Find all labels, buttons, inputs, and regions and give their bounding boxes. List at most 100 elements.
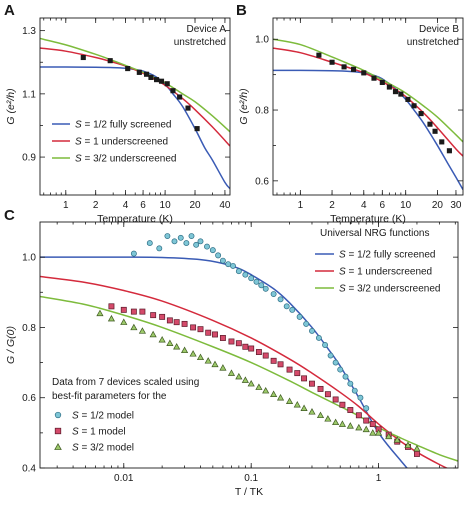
- C-markers-title-1: Data from 7 devices scaled using: [52, 377, 199, 388]
- C-series-3-point: [215, 252, 222, 259]
- B-series-3-point: [405, 96, 411, 102]
- C-y-tick-label: 0.4: [22, 464, 36, 475]
- C-series-3-point: [235, 268, 242, 275]
- C-series-4-point: [108, 303, 115, 310]
- C-series-3-point: [303, 320, 310, 327]
- B-x-tick-label: 10: [400, 200, 412, 211]
- B-plot-area: [273, 38, 463, 191]
- A-x-tick-label: 40: [219, 200, 231, 211]
- C-series-3-point: [130, 250, 137, 257]
- C-legend-label-1: S = 1 underscreened: [339, 267, 432, 278]
- C-series-3-point: [332, 359, 339, 366]
- C-series-3-point: [219, 257, 226, 264]
- A-series-2-line: [40, 37, 230, 133]
- A-y-axis-label: G (e²/h): [5, 88, 17, 124]
- A-series-3-point: [125, 66, 131, 72]
- C-series-5-point: [332, 418, 340, 426]
- C-series-4-point: [228, 338, 235, 345]
- C-series-3-point: [337, 366, 344, 373]
- C-series-5-point: [235, 372, 243, 380]
- A-annotation-state: unstretched: [174, 37, 226, 48]
- B-series-3-point: [329, 59, 335, 65]
- C-series-3-point: [296, 313, 303, 320]
- C-series-4-point: [242, 343, 249, 350]
- C-series-3-point: [230, 262, 236, 269]
- C-series-5-point: [130, 323, 138, 331]
- C-series-5-point: [369, 429, 377, 436]
- C-series-3-point: [204, 243, 210, 250]
- C-x-tick-label: 1: [376, 473, 382, 484]
- C-series-5-point: [219, 364, 227, 371]
- C-x-tick-label: 0.01: [114, 473, 134, 484]
- C-series-5-point: [324, 415, 332, 422]
- C-series-5-point: [308, 408, 316, 415]
- A-legend-text-2: = 3/2 underscreened: [82, 154, 177, 165]
- C-series-4-point: [355, 412, 362, 419]
- A-x-tick-label: 20: [189, 200, 201, 211]
- B-series-3-point: [418, 111, 424, 117]
- C-series-5-point: [285, 397, 294, 404]
- C-y-tick-label: 0.6: [22, 393, 36, 404]
- C-legend-symbol-0: S: [339, 250, 346, 261]
- B-y-tick-label: 1.0: [255, 35, 269, 46]
- C-series-5-point: [173, 343, 181, 350]
- C-series-3-point: [188, 233, 195, 240]
- C-markers-swatch-1: [54, 427, 62, 435]
- C-markers-swatch-2: [54, 443, 62, 450]
- C-series-4-point: [130, 308, 137, 315]
- A-legend-symbol-2: S: [75, 154, 82, 165]
- C-series-5-point: [120, 318, 128, 325]
- A-series-3-point: [164, 81, 170, 87]
- B-series-3-point: [398, 91, 404, 97]
- B-series-3-point: [341, 64, 347, 70]
- C-markers-text-0: = 1/2 model: [79, 411, 134, 422]
- B-annotation-device: Device B: [419, 24, 459, 35]
- C-series-3-point: [177, 234, 184, 241]
- C-series-5-point: [385, 432, 393, 440]
- C-series-5-point: [138, 327, 146, 334]
- A-series-3-point: [143, 71, 150, 77]
- C-series-5-point: [362, 425, 370, 433]
- C-series-5-point: [255, 383, 263, 390]
- C-markers-symbol-2: S: [72, 443, 79, 454]
- C-series-1-line: [40, 275, 449, 468]
- C-series-4-point: [363, 417, 370, 424]
- C-series-3-point: [248, 275, 255, 282]
- A-legend-text-1: = 1 underscreened: [82, 137, 168, 148]
- A-annotation-device: Device A: [187, 24, 227, 35]
- C-series-3-point: [270, 291, 277, 297]
- C-series-4-point: [166, 317, 173, 324]
- C-series-5-point: [393, 436, 401, 443]
- A-x-tick-label: 2: [93, 200, 99, 211]
- C-series-3-point: [262, 285, 269, 292]
- A-series-3-point: [177, 94, 183, 100]
- A-series-3-points: [80, 54, 200, 132]
- C-series-4-point: [139, 308, 146, 315]
- C-series-5-point: [316, 411, 325, 419]
- C-series-5-point: [189, 350, 197, 357]
- C-series-3-point: [289, 306, 296, 313]
- C-series-4-point: [277, 361, 284, 368]
- C-plot-frame: [39, 221, 459, 469]
- C-series-3-point: [357, 394, 364, 401]
- C-y-tick-label: 1.0: [22, 253, 36, 264]
- C-series-4-point: [159, 313, 166, 320]
- C-series-4-point: [255, 349, 262, 355]
- C-series-3-points: [130, 233, 370, 412]
- C-series-4-point: [150, 312, 157, 319]
- C-series-3-point: [171, 238, 178, 245]
- C-series-4-point: [190, 324, 197, 331]
- C-series-4-point: [317, 385, 324, 392]
- C-series-3-point: [183, 240, 190, 247]
- A-legend-label-0: S = 1/2 fully screened: [75, 120, 171, 131]
- C-series-4-point: [262, 352, 269, 359]
- B-series-3-point: [411, 103, 417, 109]
- A-series-3-point: [148, 74, 154, 80]
- B-x-tick-label: 20: [432, 200, 444, 211]
- C-series-5-point: [375, 429, 383, 436]
- C-series-5-point: [227, 369, 236, 376]
- B-x-tick-label: 30: [450, 200, 462, 211]
- A-x-tick-label: 6: [140, 200, 146, 211]
- B-series-3-point: [386, 84, 392, 90]
- A-legend-text-0: = 1/2 fully screened: [82, 120, 172, 131]
